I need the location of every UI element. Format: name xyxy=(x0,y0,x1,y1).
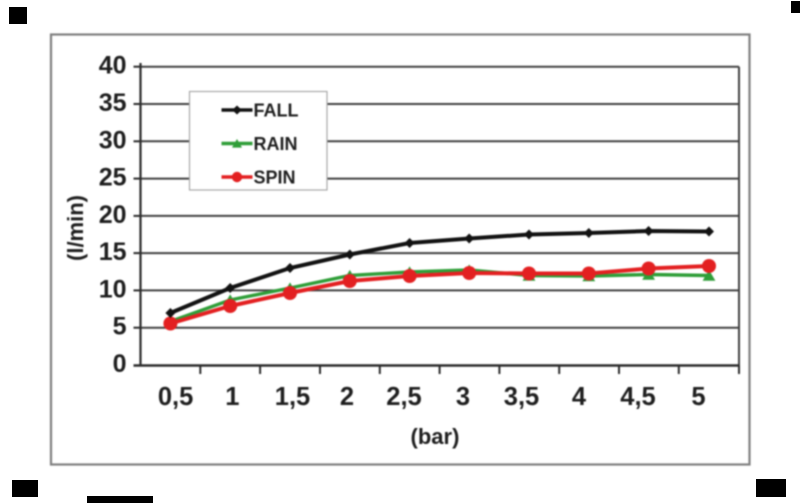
svg-text:SPIN: SPIN xyxy=(254,168,296,188)
svg-text:(l/min): (l/min) xyxy=(63,195,88,261)
svg-text:3: 3 xyxy=(456,383,470,411)
svg-text:2,5: 2,5 xyxy=(386,383,421,411)
svg-text:1: 1 xyxy=(225,383,239,411)
svg-text:30: 30 xyxy=(99,126,127,154)
svg-text:25: 25 xyxy=(99,164,127,192)
svg-text:15: 15 xyxy=(99,238,127,266)
svg-text:FALL: FALL xyxy=(254,101,299,121)
svg-text:0: 0 xyxy=(113,350,127,378)
svg-text:5: 5 xyxy=(691,383,705,411)
svg-text:3,5: 3,5 xyxy=(504,383,539,411)
svg-text:35: 35 xyxy=(99,89,127,117)
svg-text:5: 5 xyxy=(113,313,127,341)
svg-text:4,5: 4,5 xyxy=(620,383,655,411)
svg-text:(bar): (bar) xyxy=(411,424,460,449)
svg-text:10: 10 xyxy=(99,275,127,303)
svg-text:4: 4 xyxy=(572,383,587,411)
svg-text:0,5: 0,5 xyxy=(158,383,193,411)
svg-text:RAIN: RAIN xyxy=(254,134,298,154)
svg-text:20: 20 xyxy=(99,201,127,229)
svg-text:2: 2 xyxy=(340,383,354,411)
svg-text:40: 40 xyxy=(99,52,127,80)
svg-text:1,5: 1,5 xyxy=(275,383,310,411)
